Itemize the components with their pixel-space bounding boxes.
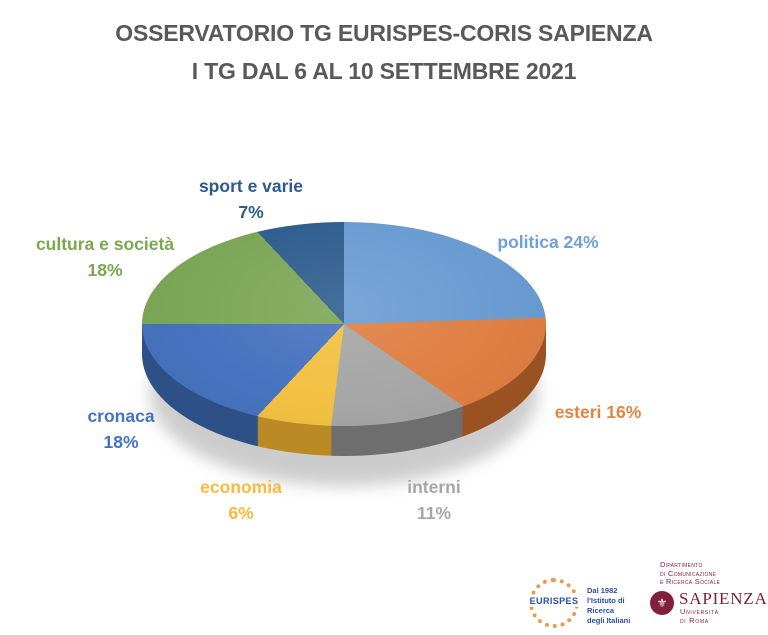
sapienza-dept-line3: e Ricerca Sociale — [660, 577, 721, 586]
slice-label-value: 6% — [228, 503, 254, 523]
eurispes-tagline-line2: l'Istituto di Ricerca — [587, 596, 625, 615]
eurispes-wordmark: EURISPES — [523, 595, 585, 607]
page-title-line2: I TG DAL 6 AL 10 SETTEMBRE 2021 — [191, 58, 577, 84]
slice-label-economia: economia 6% — [161, 474, 321, 526]
slice-label-value: 18% — [103, 432, 139, 452]
slice-label-text: cultura e società — [35, 234, 175, 254]
page-title-line1: OSSERVATORIO TG EURISPES-CORIS SAPIENZA — [115, 20, 653, 46]
sapienza-logo: Dipartimento di Comunicazione e Ricerca … — [650, 560, 767, 625]
pie-top-face — [142, 222, 546, 426]
sapienza-subtitle: Università di Roma — [680, 607, 719, 625]
sapienza-wordmark: SAPIENZA — [679, 589, 768, 608]
slice-label-sport-e-varie: sport e varie 7% — [171, 173, 331, 225]
slice-label-text: cronaca — [87, 406, 155, 426]
slice-label-cronaca: cronaca 18% — [41, 403, 201, 455]
slice-label-text: esteri 16% — [554, 402, 642, 422]
slice-label-text: interni — [407, 477, 461, 497]
slice-label-cultura-e-societa: cultura e società 18% — [5, 231, 205, 283]
slice-label-interni: interni 11% — [354, 474, 514, 526]
eurispes-tagline-line1: Dal 1982 — [587, 586, 618, 595]
sapienza-emblem-icon: ⚜ — [650, 591, 674, 615]
sapienza-dept-line2: di Comunicazione — [660, 568, 717, 578]
sapienza-department-text: Dipartimento di Comunicazione e Ricerca … — [660, 560, 721, 587]
slice-label-value: 18% — [87, 260, 123, 280]
slice-label-value: 11% — [416, 503, 452, 523]
eurispes-tagline-line3: degli Italiani — [587, 616, 631, 625]
slice-label-text: sport e varie — [198, 176, 304, 196]
eurispes-logo: EURISPES Dal 1982 l'Istituto di Ricerca … — [523, 577, 645, 629]
pie-chart — [142, 222, 546, 486]
slice-label-text: politica 24% — [497, 232, 599, 252]
slice-label-politica: politica 24% — [473, 229, 623, 255]
slice-label-text: economia — [200, 477, 282, 497]
eurispes-tagline: Dal 1982 l'Istituto di Ricerca degli Ita… — [587, 586, 645, 626]
sapienza-dept-line1: Dipartimento — [660, 560, 703, 569]
slice-label-esteri: esteri 16% — [538, 399, 658, 425]
slice-label-value: 7% — [238, 202, 264, 222]
page-title: OSSERVATORIO TG EURISPES-CORIS SAPIENZA … — [0, 14, 768, 90]
